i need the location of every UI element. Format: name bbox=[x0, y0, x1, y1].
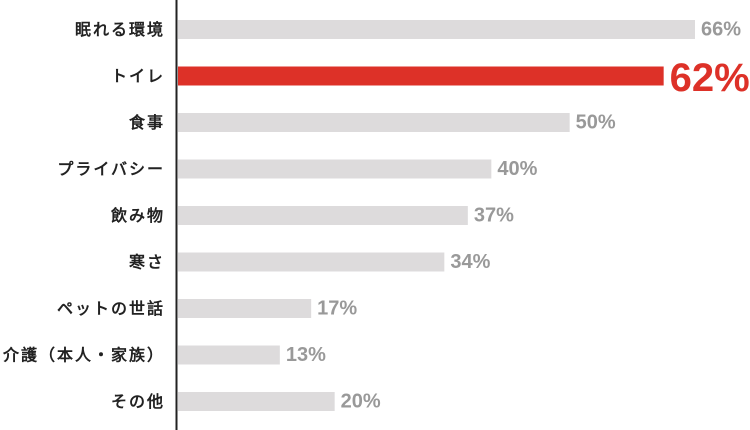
category-label: 飲み物 bbox=[110, 206, 165, 225]
value-label: 34% bbox=[450, 251, 490, 273]
value-label: 66% bbox=[701, 19, 741, 41]
category-label: その他 bbox=[111, 392, 165, 411]
category-label: 眠れる環境 bbox=[75, 20, 165, 39]
value-label: 37% bbox=[474, 205, 514, 227]
category-label: 寒さ bbox=[128, 253, 165, 272]
value-label-highlight: 62% bbox=[670, 56, 750, 100]
bar bbox=[178, 345, 280, 365]
value-label: 50% bbox=[576, 112, 616, 134]
category-label: 食事 bbox=[128, 113, 165, 132]
bar bbox=[178, 206, 468, 225]
category-label: 介護（本人・家族） bbox=[2, 346, 165, 365]
bar bbox=[178, 299, 312, 318]
bar bbox=[178, 392, 335, 411]
value-label: 20% bbox=[341, 391, 381, 413]
category-label: トイレ bbox=[111, 67, 165, 86]
value-label: 40% bbox=[497, 158, 537, 180]
bar bbox=[178, 20, 695, 39]
bar-highlight bbox=[178, 66, 664, 86]
bar bbox=[178, 252, 445, 272]
value-label: 13% bbox=[286, 344, 326, 366]
category-label: ペットの世話 bbox=[57, 299, 165, 318]
bar bbox=[178, 113, 570, 132]
value-label: 17% bbox=[317, 298, 357, 320]
bar bbox=[178, 159, 492, 179]
category-label: プライバシー bbox=[57, 160, 165, 179]
